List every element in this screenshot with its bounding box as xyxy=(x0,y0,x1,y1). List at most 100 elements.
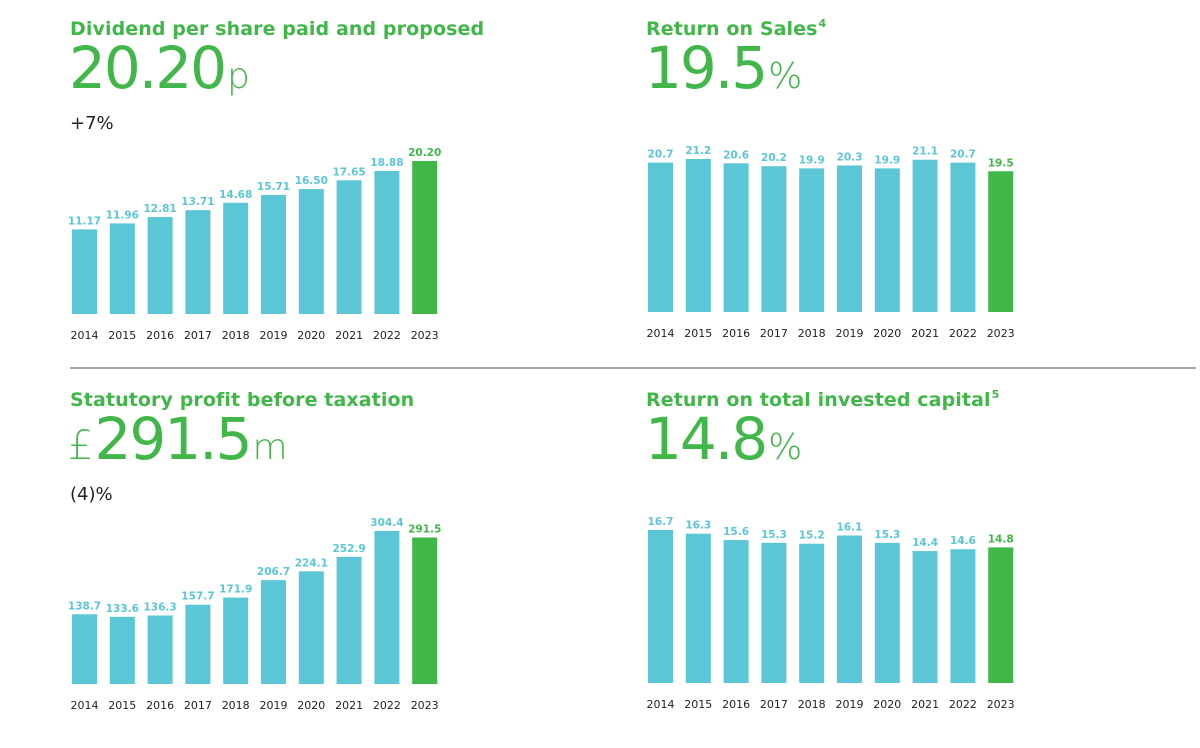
x-tick-label: 2022 xyxy=(373,699,401,712)
x-tick-label: 2017 xyxy=(184,699,212,712)
data-label: 19.5 xyxy=(988,157,1014,169)
panel-statutory-profit: Statutory profit before taxation £291.5m… xyxy=(68,388,550,748)
data-label: 21.1 xyxy=(912,146,938,158)
panel-title-text: Return on Sales xyxy=(646,18,818,40)
data-label: 15.2 xyxy=(799,530,825,542)
x-tick-label: 2014 xyxy=(71,699,99,712)
headline-value: 14.8% xyxy=(644,410,802,468)
bar-2017 xyxy=(761,542,787,683)
data-label: 20.7 xyxy=(950,149,976,161)
panel-title-text: Return on total invested capital xyxy=(646,389,991,411)
data-label: 16.1 xyxy=(837,521,863,533)
bar-2022 xyxy=(374,531,400,684)
data-label: 224.1 xyxy=(295,557,328,569)
data-label: 14.4 xyxy=(912,537,938,549)
headline-unit: p xyxy=(227,56,250,97)
data-label: 133.6 xyxy=(106,603,139,615)
data-label: 13.71 xyxy=(181,196,214,208)
headline-number: 20.20 xyxy=(69,34,227,102)
data-label: 12.81 xyxy=(143,203,176,215)
x-tick-label: 2018 xyxy=(222,329,250,342)
panel-dividend: Dividend per share paid and proposed 20.… xyxy=(69,17,550,377)
bar-2018 xyxy=(223,597,249,684)
panel-title-text: Statutory profit before taxation xyxy=(70,389,415,411)
bar-2020 xyxy=(298,571,324,684)
x-tick-label: 2017 xyxy=(760,327,788,340)
x-tick-label: 2021 xyxy=(911,327,939,340)
bar-2021 xyxy=(336,556,362,684)
change-percent: +7% xyxy=(70,113,114,134)
x-tick-label: 2020 xyxy=(873,327,901,340)
panel-title: Dividend per share paid and proposed xyxy=(70,17,485,40)
section-divider xyxy=(70,367,1196,369)
data-label: 16.3 xyxy=(685,520,711,532)
data-label: 171.9 xyxy=(219,584,252,596)
data-label: 11.96 xyxy=(106,209,139,221)
data-label: 20.6 xyxy=(723,149,749,161)
x-tick-label: 2015 xyxy=(684,327,712,340)
x-tick-label: 2020 xyxy=(297,329,325,342)
data-label: 16.50 xyxy=(295,175,328,187)
headline-value: £291.5m xyxy=(68,410,288,468)
bar-2021 xyxy=(336,180,362,314)
headline-number: 291.5 xyxy=(94,405,252,473)
data-label: 19.9 xyxy=(874,154,900,166)
bar-2022 xyxy=(950,549,976,683)
bar-2016 xyxy=(723,540,749,683)
headline-number: 14.8 xyxy=(645,405,768,473)
x-tick-label: 2019 xyxy=(260,329,288,342)
x-tick-label: 2015 xyxy=(108,699,136,712)
bar-2017 xyxy=(185,604,211,684)
footnote-marker: 5 xyxy=(991,388,1000,401)
bar-2017 xyxy=(761,166,787,312)
bar-2019 xyxy=(837,165,862,312)
data-label: 20.20 xyxy=(408,147,441,159)
panel-return-on-sales: Return on Sales4 19.5% xyxy=(644,17,1126,377)
data-label: 136.3 xyxy=(143,601,176,613)
bar-2019 xyxy=(837,535,862,683)
panel-title-text: Dividend per share paid and proposed xyxy=(70,18,485,40)
data-label: 157.7 xyxy=(181,591,214,603)
data-label: 138.7 xyxy=(68,600,101,612)
x-tick-label: 2016 xyxy=(722,327,750,340)
panel-title: Return on Sales4 xyxy=(646,17,826,40)
headline-value: 19.5% xyxy=(644,39,802,97)
data-label: 15.71 xyxy=(257,181,290,193)
data-label: 20.2 xyxy=(761,152,787,164)
bar-2014 xyxy=(648,162,673,312)
panel-title: Return on total invested capital5 xyxy=(646,388,999,411)
data-label: 14.6 xyxy=(950,535,976,547)
x-tick-label: 2021 xyxy=(335,699,363,712)
bar-2021 xyxy=(912,551,938,683)
data-label: 20.7 xyxy=(648,149,674,161)
data-label: 291.5 xyxy=(408,523,441,535)
x-tick-label: 2020 xyxy=(297,699,325,712)
x-tick-label: 2015 xyxy=(108,329,136,342)
headline-unit: % xyxy=(768,56,803,97)
change-percent: (4)% xyxy=(70,484,113,505)
bar-2023 xyxy=(988,171,1014,312)
data-label: 15.3 xyxy=(761,529,787,541)
headline-unit: m xyxy=(252,427,288,468)
bar-2016 xyxy=(147,615,173,684)
data-label: 15.3 xyxy=(874,529,900,541)
x-tick-label: 2019 xyxy=(260,699,288,712)
x-tick-label: 2014 xyxy=(647,327,675,340)
bar-2018 xyxy=(223,202,249,314)
data-label: 21.2 xyxy=(685,145,711,157)
x-tick-label: 2022 xyxy=(373,329,401,342)
data-label: 18.88 xyxy=(370,157,403,169)
bar-2015 xyxy=(685,533,711,683)
x-tick-label: 2023 xyxy=(987,698,1015,711)
bar-2023 xyxy=(988,547,1014,683)
data-label: 14.8 xyxy=(988,533,1014,545)
x-tick-label: 2022 xyxy=(949,327,977,340)
data-label: 20.3 xyxy=(837,151,863,163)
bar-2014 xyxy=(72,614,97,684)
bar-2019 xyxy=(261,195,286,314)
bar-2015 xyxy=(109,616,135,684)
data-label: 17.65 xyxy=(332,166,365,178)
